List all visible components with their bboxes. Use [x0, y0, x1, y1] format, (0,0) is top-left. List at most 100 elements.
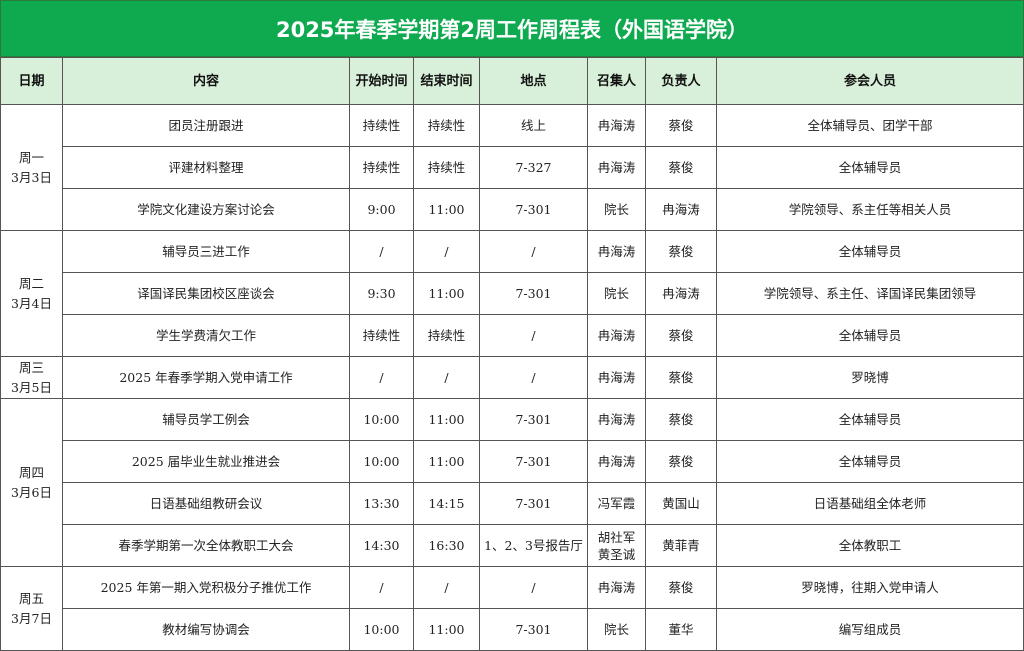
- content-cell: 辅导员学工例会: [62, 398, 350, 441]
- location-cell: 7-301: [479, 398, 588, 441]
- end-time-cell: /: [413, 356, 480, 399]
- convener-cell: 冉海涛: [587, 356, 646, 399]
- convener-cell: 冯军霞: [587, 482, 646, 525]
- location-cell: /: [479, 566, 588, 609]
- attendees-cell: 全体教职工: [716, 524, 1024, 567]
- content-cell: 教材编写协调会: [62, 608, 350, 651]
- end-time-cell: 11:00: [413, 440, 480, 483]
- start-time-cell: 10:00: [349, 398, 414, 441]
- weekday: 周五: [18, 590, 44, 606]
- attendees-cell: 编写组成员: [716, 608, 1024, 651]
- location-cell: 1、2、3号报告厅: [479, 524, 588, 567]
- owner-cell: 蔡俊: [645, 314, 717, 357]
- page-title: 2025年春季学期第2周工作周程表（外国语学院）: [0, 0, 1024, 57]
- column-header: 日期: [0, 57, 63, 105]
- table-row: 译国译民集团校区座谈会 9:30 11:00 7-301 院长 冉海涛 学院领导、系主任、译…: [1, 272, 1024, 315]
- date-cell: 周二 3月4日: [0, 230, 63, 357]
- convener-cell: 冉海涛: [587, 398, 646, 441]
- convener-cell: 胡社军 黄圣诚: [587, 524, 646, 567]
- column-header: 召集人: [587, 57, 646, 105]
- table-row: 周一 3月3日 团员注册跟进 持续性 持续性 线上 冉海涛 蔡俊 全体辅导员、团学干部: [0, 104, 1024, 231]
- column-header: 负责人: [645, 57, 717, 105]
- owner-cell: 冉海涛: [645, 188, 717, 231]
- convener-cell: 冉海涛: [587, 230, 646, 273]
- table-row: 学生学费清欠工作 持续性 持续性 / 冉海涛 蔡俊 全体辅导员: [1, 314, 1024, 357]
- column-header: 结束时间: [413, 57, 480, 105]
- table-row: 日语基础组教研会议 13:30 14:15 7-301 冯军霞 黄国山 日语基础组全体老师: [1, 482, 1024, 525]
- owner-cell: 冉海涛: [645, 272, 717, 315]
- end-time-cell: 11:00: [413, 398, 480, 441]
- date: 3月5日: [11, 379, 52, 395]
- owner-cell: 蔡俊: [645, 104, 717, 147]
- content-cell: 2025 年春季学期入党申请工作: [62, 356, 350, 399]
- table-row: 周二 3月4日 辅导员三进工作 / / / 冉海涛 蔡俊 全体辅导员: [0, 230, 1024, 357]
- table-row: 春季学期第一次全体教职工大会 14:30 16:30 1、2、3号报告厅 胡社军 黄圣诚…: [1, 524, 1024, 567]
- content-cell: 2025 届毕业生就业推进会: [62, 440, 350, 483]
- weekday: 周一: [18, 149, 44, 165]
- start-time-cell: 持续性: [349, 314, 414, 357]
- location-cell: 7-301: [479, 608, 588, 651]
- content-cell: 团员注册跟进: [62, 104, 350, 147]
- owner-cell: 董华: [645, 608, 717, 651]
- start-time-cell: 9:30: [349, 272, 414, 315]
- convener-cell: 冉海涛: [587, 146, 646, 189]
- schedule-table: 日期 内容 开始时间 结束时间 地点 召集人 负责人 参会人员 周一 3月3日 团员注册跟进 持续性…: [0, 57, 1024, 651]
- attendees-cell: 学院领导、系主任等相关人员: [716, 188, 1024, 231]
- date: 3月7日: [11, 610, 52, 626]
- attendees-cell: 全体辅导员: [716, 440, 1024, 483]
- date-cell: 周五 3月7日: [0, 566, 63, 651]
- convener-cell: 院长: [587, 272, 646, 315]
- content-cell: 学生学费清欠工作: [62, 314, 350, 357]
- start-time-cell: 10:00: [349, 440, 414, 483]
- convener-cell: 冉海涛: [587, 314, 646, 357]
- owner-cell: 蔡俊: [645, 440, 717, 483]
- weekday: 周三: [18, 359, 44, 375]
- end-time-cell: 11:00: [413, 188, 480, 231]
- table-row: 教材编写协调会 10:00 11:00 7-301 院长 董华 编写组成员: [1, 608, 1024, 651]
- convener-cell: 院长: [587, 608, 646, 651]
- table-row: 学院文化建设方案讨论会 9:00 11:00 7-301 院长 冉海涛 学院领导、系主任等相…: [1, 188, 1024, 231]
- date: 3月4日: [11, 295, 52, 311]
- attendees-cell: 全体辅导员: [716, 146, 1024, 189]
- location-cell: 线上: [479, 104, 588, 147]
- column-header: 内容: [62, 57, 350, 105]
- table-row: 周四 3月6日 辅导员学工例会 10:00 11:00 7-301 冉海涛 蔡俊 全体辅导员: [0, 398, 1024, 567]
- location-cell: /: [479, 230, 588, 273]
- end-time-cell: 持续性: [413, 146, 480, 189]
- attendees-cell: 全体辅导员: [716, 398, 1024, 441]
- owner-cell: 蔡俊: [645, 398, 717, 441]
- content-cell: 评建材料整理: [62, 146, 350, 189]
- column-header: 参会人员: [716, 57, 1024, 105]
- owner-cell: 蔡俊: [645, 356, 717, 399]
- weekday: 周四: [18, 464, 44, 480]
- attendees-cell: 罗晓博: [716, 356, 1024, 399]
- content-cell: 2025 年第一期入党积极分子推优工作: [62, 566, 350, 609]
- location-cell: /: [479, 314, 588, 357]
- content-cell: 辅导员三进工作: [62, 230, 350, 273]
- date-cell: 周四 3月6日: [0, 398, 63, 567]
- start-time-cell: /: [349, 230, 414, 273]
- convener-cell: 院长: [587, 188, 646, 231]
- date: 3月3日: [11, 169, 52, 185]
- location-cell: 7-327: [479, 146, 588, 189]
- attendees-cell: 学院领导、系主任、译国译民集团领导: [716, 272, 1024, 315]
- start-time-cell: /: [349, 566, 414, 609]
- location-cell: 7-301: [479, 440, 588, 483]
- owner-cell: 黄国山: [645, 482, 717, 525]
- convener-cell: 冉海涛: [587, 440, 646, 483]
- convener-cell: 冉海涛: [587, 104, 646, 147]
- end-time-cell: /: [413, 230, 480, 273]
- content-cell: 日语基础组教研会议: [62, 482, 350, 525]
- weekday: 周二: [18, 275, 44, 291]
- owner-cell: 蔡俊: [645, 230, 717, 273]
- start-time-cell: 持续性: [349, 104, 414, 147]
- owner-cell: 蔡俊: [645, 146, 717, 189]
- start-time-cell: /: [349, 356, 414, 399]
- attendees-cell: 全体辅导员: [716, 230, 1024, 273]
- content-cell: 学院文化建设方案讨论会: [62, 188, 350, 231]
- location-cell: 7-301: [479, 272, 588, 315]
- start-time-cell: 9:00: [349, 188, 414, 231]
- attendees-cell: 日语基础组全体老师: [716, 482, 1024, 525]
- column-header: 开始时间: [349, 57, 414, 105]
- date-cell: 周一 3月3日: [0, 104, 63, 231]
